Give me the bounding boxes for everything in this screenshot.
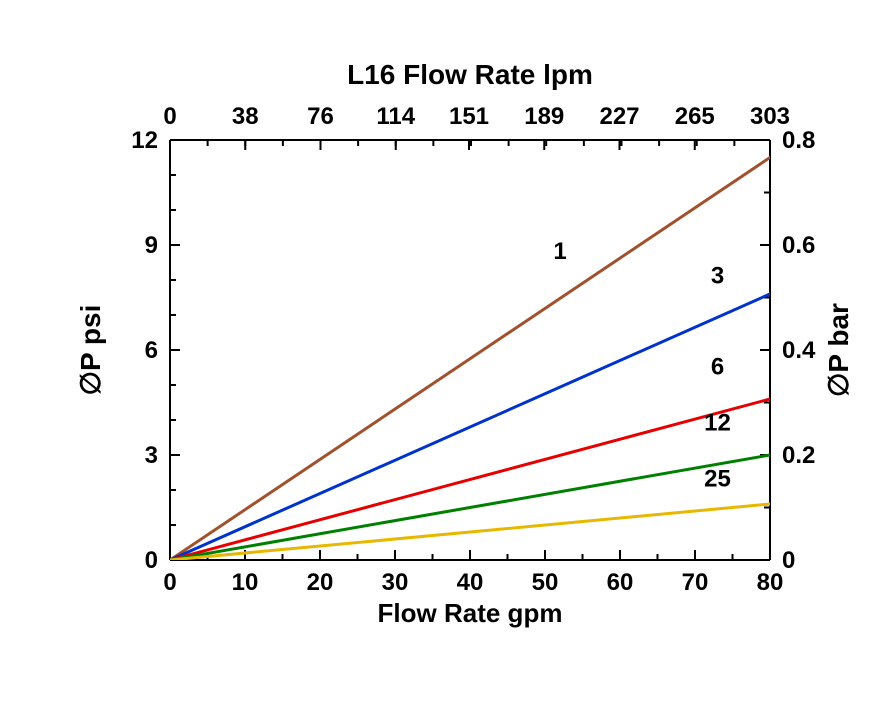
svg-text:50: 50 — [532, 569, 559, 596]
svg-text:6: 6 — [711, 354, 724, 381]
chart-container: 01020304050607080Flow Rate gpm0387611415… — [0, 0, 890, 702]
svg-text:189: 189 — [524, 103, 564, 130]
svg-text:70: 70 — [682, 569, 709, 596]
svg-text:0: 0 — [782, 547, 795, 574]
svg-text:9: 9 — [145, 232, 158, 259]
svg-text:L16 Flow Rate lpm: L16 Flow Rate lpm — [347, 59, 593, 90]
chart-svg: 01020304050607080Flow Rate gpm0387611415… — [0, 0, 890, 702]
svg-text:227: 227 — [599, 103, 639, 130]
svg-text:3: 3 — [145, 442, 158, 469]
svg-text:10: 10 — [232, 569, 259, 596]
svg-text:265: 265 — [675, 103, 715, 130]
svg-text:3: 3 — [711, 263, 724, 290]
svg-text:Flow Rate gpm: Flow Rate gpm — [378, 598, 563, 628]
svg-text:25: 25 — [704, 466, 731, 493]
svg-text:151: 151 — [449, 103, 489, 130]
svg-text:0.6: 0.6 — [782, 232, 815, 259]
svg-text:6: 6 — [145, 337, 158, 364]
svg-text:∅P bar: ∅P bar — [823, 303, 854, 397]
svg-text:0.4: 0.4 — [782, 337, 816, 364]
svg-text:0: 0 — [163, 103, 176, 130]
svg-text:0: 0 — [163, 569, 176, 596]
svg-text:30: 30 — [382, 569, 409, 596]
svg-text:40: 40 — [457, 569, 484, 596]
svg-text:303: 303 — [750, 103, 790, 130]
svg-text:∅P psi: ∅P psi — [75, 305, 106, 396]
svg-text:60: 60 — [607, 569, 634, 596]
svg-text:20: 20 — [307, 569, 334, 596]
svg-text:0.2: 0.2 — [782, 442, 815, 469]
svg-text:12: 12 — [704, 410, 731, 437]
svg-text:38: 38 — [232, 103, 259, 130]
svg-text:76: 76 — [307, 103, 334, 130]
svg-text:1: 1 — [553, 238, 566, 265]
svg-text:0.8: 0.8 — [782, 127, 815, 154]
svg-text:114: 114 — [376, 103, 415, 130]
svg-text:0: 0 — [145, 547, 158, 574]
svg-text:80: 80 — [757, 569, 784, 596]
svg-text:12: 12 — [131, 127, 158, 154]
